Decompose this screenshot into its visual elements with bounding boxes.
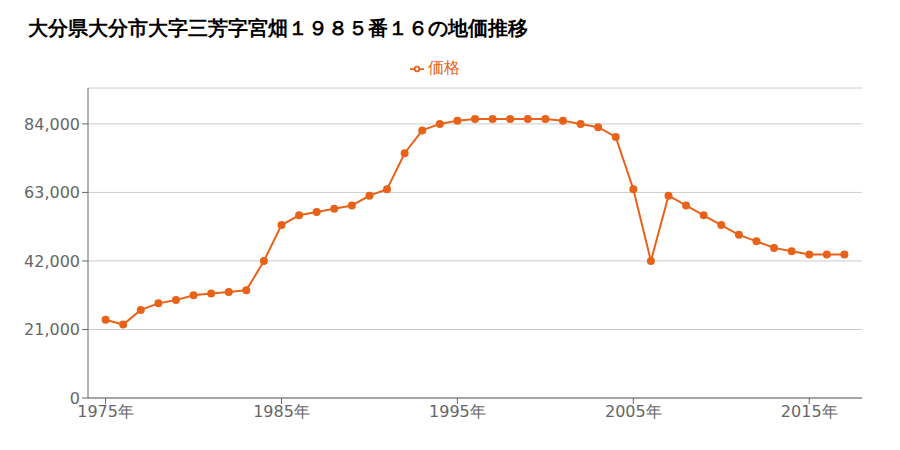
html-text:価格: 価格	[428, 58, 460, 77]
svg-text:1985年: 1985年	[253, 402, 310, 421]
svg-text:1975年: 1975年	[77, 402, 134, 421]
svg-text:2005年: 2005年	[605, 402, 662, 421]
svg-text:42,000: 42,000	[24, 252, 80, 271]
svg-text:0: 0	[70, 389, 80, 408]
svg-text:1995年: 1995年	[429, 402, 486, 421]
svg-text:2015年: 2015年	[781, 402, 838, 421]
svg-text:84,000: 84,000	[24, 115, 80, 134]
svg-text:21,000: 21,000	[24, 320, 80, 339]
html-text:大分県大分市大字三芳字宮畑１９８５番１６の地価推移: 大分県大分市大字三芳字宮畑１９８５番１６の地価推移	[28, 16, 528, 40]
svg-text:63,000: 63,000	[24, 183, 80, 202]
